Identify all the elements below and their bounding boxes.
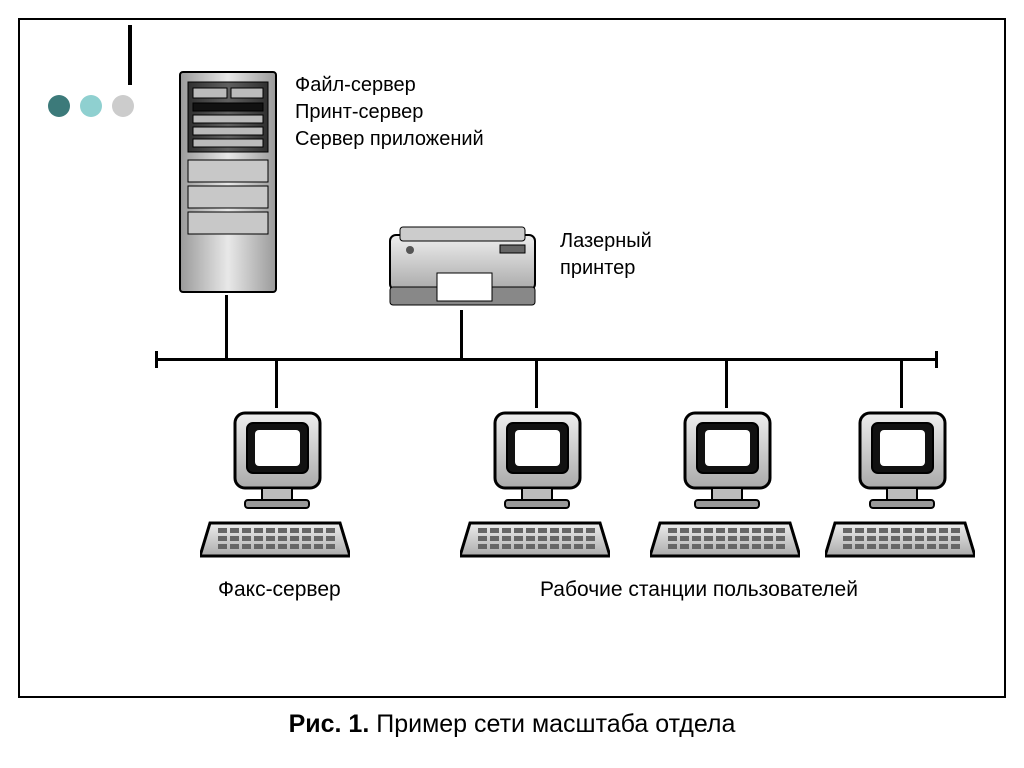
workstation-icon bbox=[200, 408, 350, 563]
workstation-icon bbox=[650, 408, 800, 563]
decorative-dots bbox=[48, 95, 134, 117]
dot-1 bbox=[48, 95, 70, 117]
server-tower-icon bbox=[178, 70, 278, 295]
printer-icon bbox=[385, 225, 540, 310]
printer-label: Лазерный принтер bbox=[560, 228, 652, 282]
dot-3 bbox=[112, 95, 134, 117]
workstation-icon bbox=[825, 408, 975, 563]
printer-label-line1: Лазерный bbox=[560, 228, 652, 255]
workstation-icon bbox=[460, 408, 610, 563]
fax-server-label: Факс-сервер bbox=[218, 576, 341, 604]
caption-rest: Пример сети масштаба отдела bbox=[369, 710, 735, 738]
dot-2 bbox=[80, 95, 102, 117]
workstations-label: Рабочие станции пользователей bbox=[540, 576, 858, 604]
figure-caption: Рис. 1. Пример сети масштаба отдела bbox=[0, 710, 1024, 739]
printer-label-line2: принтер bbox=[560, 255, 652, 282]
server-label: Файл-сервер Принт-сервер Сервер приложен… bbox=[295, 72, 484, 153]
caption-bold: Рис. 1. bbox=[289, 710, 370, 738]
server-label-line2: Принт-сервер bbox=[295, 99, 484, 126]
server-label-line1: Файл-сервер bbox=[295, 72, 484, 99]
server-label-line3: Сервер приложений bbox=[295, 126, 484, 153]
decorative-bar bbox=[128, 25, 132, 85]
